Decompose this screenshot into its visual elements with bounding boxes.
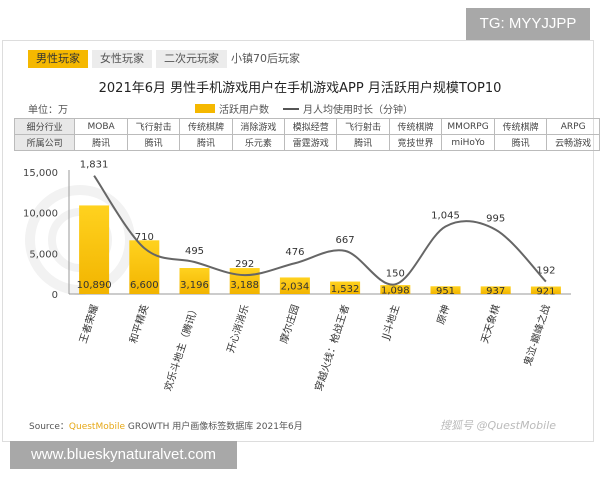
- bar-value-label: 1,098: [381, 286, 410, 297]
- line-value-label: 1,831: [80, 160, 109, 171]
- tabs: 男性玩家 女性玩家 二次元玩家 小镇70后玩家: [28, 50, 300, 68]
- x-tick-label: 穿越火线：枪战王者: [312, 303, 352, 393]
- bar: [530, 286, 561, 294]
- bar: [179, 268, 210, 294]
- line-value-label: 995: [486, 214, 505, 225]
- legend: 活跃用户数 月人均使用时长（分钟）: [195, 101, 413, 116]
- row-header-industry: 细分行业: [13, 118, 76, 135]
- bar-value-label: 3,188: [230, 280, 259, 291]
- company-cell: 雷霆游戏: [284, 134, 338, 151]
- bar-value-label: 2,034: [281, 282, 310, 293]
- bar-legend-swatch: [195, 104, 215, 113]
- line-value-label: 667: [336, 235, 355, 246]
- bar-legend-label: 活跃用户数: [219, 105, 269, 116]
- tab-female[interactable]: 女性玩家: [92, 50, 152, 68]
- top-watermark: TG: MYYJJPP: [466, 8, 590, 40]
- company-cell: miHoYo: [441, 134, 495, 151]
- line-value-label: 710: [135, 232, 154, 243]
- x-tick-label: 和平精英: [126, 303, 151, 345]
- x-tick-label: 摩尔庄园: [277, 303, 302, 345]
- bar: [279, 277, 310, 294]
- tab-male[interactable]: 男性玩家: [28, 50, 88, 68]
- x-tick-label: 鬼泣-巅峰之战: [521, 303, 553, 368]
- bar-value-label: 951: [436, 286, 455, 297]
- tab-town70[interactable]: 小镇70后玩家: [231, 52, 300, 65]
- source-note: Source：QuestMobile GROWTH 用户画像标签数据库 2021…: [29, 419, 303, 432]
- bar-value-label: 3,196: [180, 280, 209, 291]
- bar: [380, 285, 411, 294]
- bar: [430, 286, 461, 294]
- x-tick-label: 开心消消乐: [224, 303, 252, 355]
- company-cell: 腾讯: [74, 134, 128, 151]
- line-value-label: 292: [235, 259, 254, 270]
- line-legend-label: 月人均使用时长（分钟）: [303, 105, 413, 116]
- x-tick-label: 天天象棋: [478, 303, 503, 345]
- bar: [79, 205, 110, 294]
- usage-line: [93, 175, 547, 286]
- y-tick-label: 10,000: [23, 209, 58, 220]
- company-cell: 云畅游戏: [546, 134, 600, 151]
- bar-value-label: 6,600: [130, 280, 159, 291]
- source-prefix: Source：: [29, 422, 69, 432]
- bottom-watermark: www.blueskynaturalvet.com: [10, 441, 237, 469]
- line-value-label: 150: [386, 268, 405, 279]
- y-tick-label: 15,000: [23, 168, 58, 179]
- company-cell: 腾讯: [493, 134, 548, 151]
- bar: [480, 286, 511, 294]
- company-cell: 竞技世界: [388, 134, 443, 151]
- x-tick-label: 王者荣耀: [77, 303, 101, 345]
- bar-value-label: 937: [486, 286, 505, 297]
- bar: [330, 281, 361, 294]
- y-tick-label: 5,000: [29, 249, 58, 260]
- unit-label: 单位：万: [28, 105, 68, 116]
- tab-acg[interactable]: 二次元玩家: [156, 50, 227, 68]
- bar-value-label: 10,890: [77, 280, 112, 291]
- bar: [229, 268, 260, 294]
- x-tick-label: 原神: [434, 303, 453, 326]
- line-value-label: 476: [285, 247, 304, 258]
- y-tick-label: 0: [52, 290, 58, 301]
- line-value-label: 192: [536, 266, 555, 277]
- source-rest: GROWTH 用户画像标签数据库 2021年6月: [125, 422, 303, 432]
- credit: 搜狐号 @QuestMobile: [440, 419, 557, 432]
- source-brand: QuestMobile: [68, 422, 125, 432]
- chart-title: 2021年6月 男性手机游戏用户在手机游戏APP 月活跃用户规模TOP10: [98, 81, 502, 96]
- bar-value-label: 921: [536, 286, 555, 297]
- bar-value-label: 1,532: [331, 284, 360, 295]
- row-header-company: 所属公司: [13, 134, 76, 151]
- info-table: 细分行业 MOBA 飞行射击 传统棋牌 消除游戏 模拟经营 飞行射击 传统棋牌 MMORPG 传统…: [13, 118, 600, 151]
- line-value-label: 1,045: [431, 210, 460, 221]
- x-tick-label: JJ斗地主: [378, 303, 402, 342]
- x-tick-label: 欢乐斗地主（腾讯）: [161, 303, 201, 393]
- line-value-label: 495: [185, 246, 204, 257]
- line-legend-swatch: [283, 107, 299, 110]
